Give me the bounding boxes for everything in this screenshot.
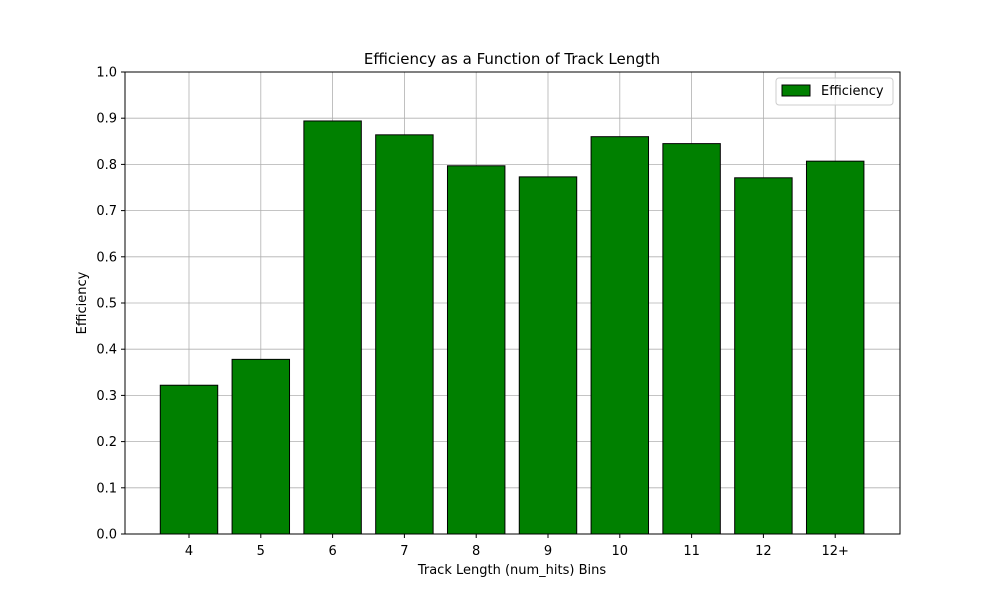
x-tick-label: 11 [683, 544, 700, 559]
bar-4 [159, 384, 219, 535]
x-tick-label: 5 [257, 544, 265, 559]
y-tick-label: 1.0 [96, 66, 117, 81]
legend: Efficiency [775, 77, 894, 106]
x-tick-label: 10 [612, 544, 629, 559]
bars [159, 120, 865, 535]
legend-label: Efficiency [821, 84, 884, 99]
bar-5 [231, 358, 291, 535]
bar-12+ [805, 160, 865, 535]
bar-11 [662, 143, 721, 535]
y-tick-label: 0.1 [96, 481, 117, 496]
chart-title: Efficiency as a Function of Track Length [364, 50, 660, 68]
y-tick-label: 0.8 [96, 158, 117, 173]
y-tick-label: 0.0 [96, 528, 117, 543]
y-tick-label: 0.5 [96, 297, 117, 312]
bar-6 [303, 120, 362, 535]
y-tick-label: 0.6 [96, 250, 117, 265]
legend-swatch [781, 84, 811, 97]
x-tick-label: 9 [544, 544, 552, 559]
bar-10 [590, 136, 650, 535]
y-tick-label: 0.7 [96, 204, 117, 219]
x-tick-label: 12 [755, 544, 772, 559]
bar-12 [734, 177, 793, 535]
y-axis-label: Efficiency [75, 271, 90, 334]
x-tick-label: 6 [328, 544, 336, 559]
x-tick-label: 8 [472, 544, 480, 559]
x-tick-label: 7 [400, 544, 408, 559]
y-axis: 0.0 0.1 0.2 0.3 0.4 0.5 0.6 0.7 0.8 0.9 1.0 [96, 66, 125, 543]
bar-8 [446, 165, 506, 535]
y-tick-label: 0.2 [96, 435, 117, 450]
y-tick-label: 0.9 [96, 112, 117, 127]
y-tick-label: 0.3 [96, 389, 117, 404]
bar-7 [375, 134, 434, 535]
bar-9 [518, 176, 578, 535]
x-tick-label: 12+ [821, 544, 848, 559]
y-tick-label: 0.4 [96, 343, 117, 358]
x-axis-label: Track Length (num_hits) Bins [417, 563, 607, 578]
x-tick-label: 4 [185, 544, 193, 559]
x-axis: 4 5 6 7 8 9 10 11 12 12+ [185, 534, 849, 559]
